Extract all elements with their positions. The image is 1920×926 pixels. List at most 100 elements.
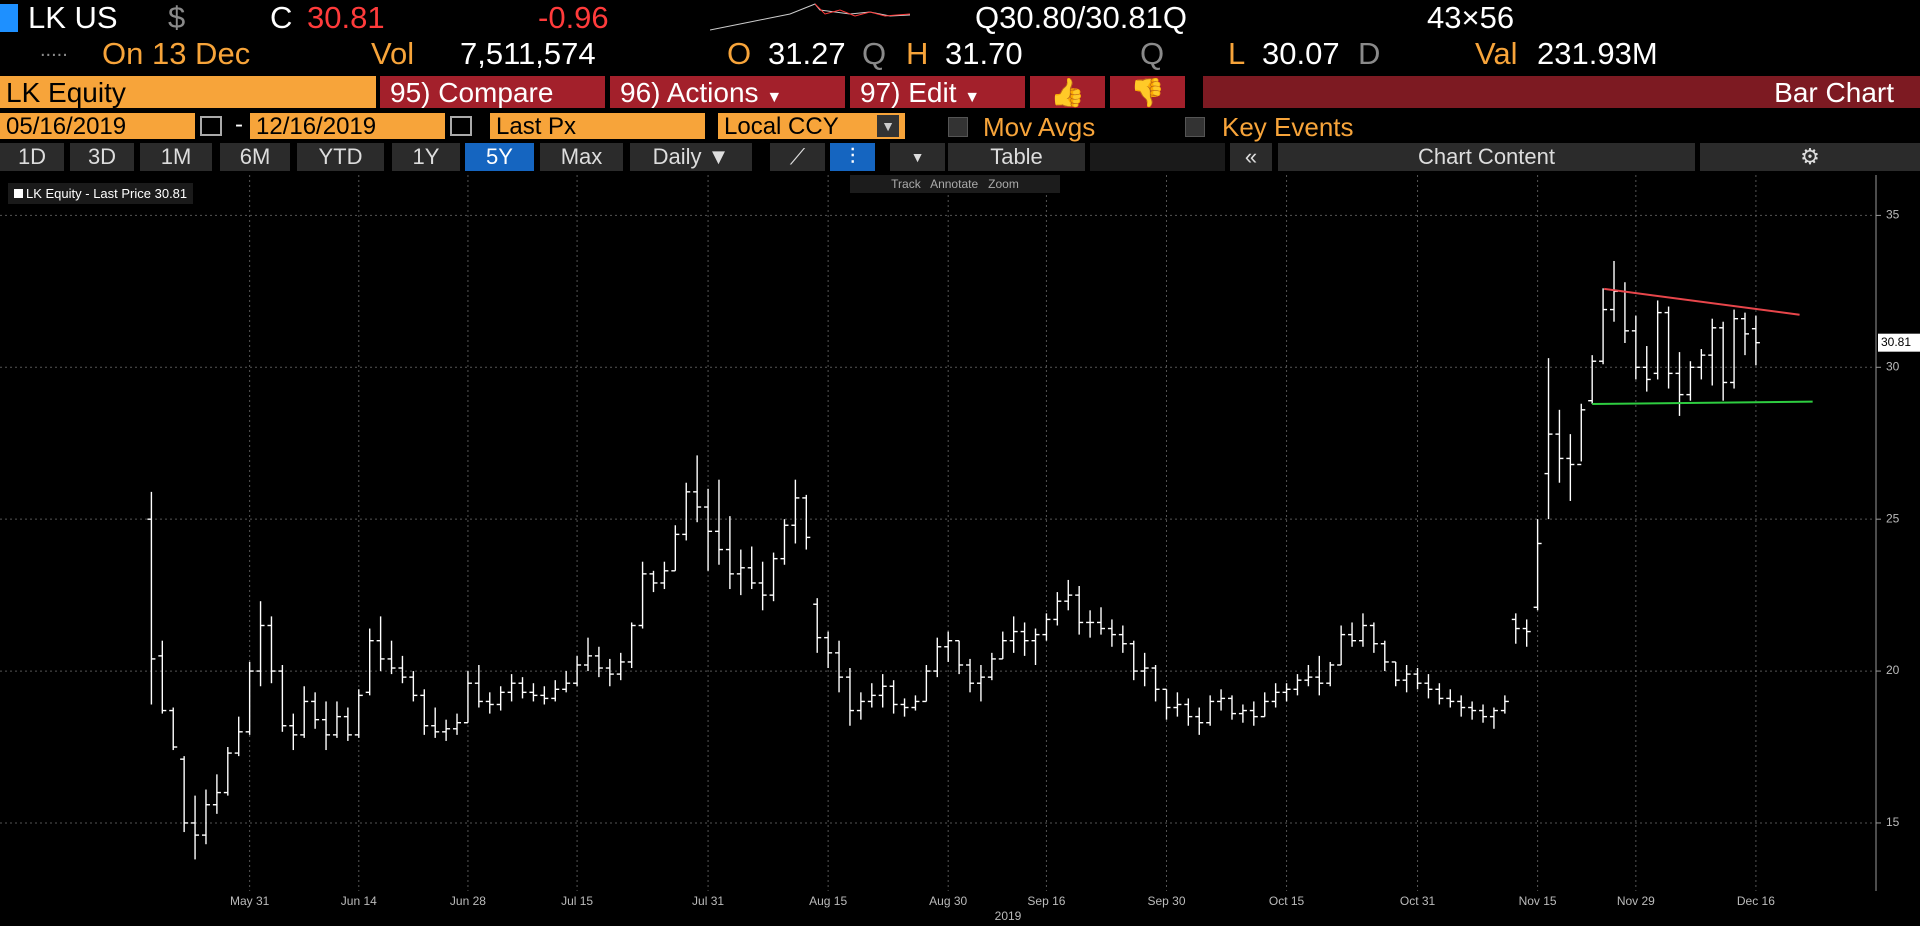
edit-button[interactable]: 97) Edit ▼ [850, 76, 1025, 108]
frequency-select[interactable]: Daily ▼ [630, 143, 752, 171]
x-tick-label: Jul 31 [692, 894, 724, 908]
bar-icon[interactable]: ⫶ [830, 143, 875, 171]
change: -0.96 [538, 0, 609, 35]
dropdown-arrow: ▼ [766, 89, 783, 106]
key-events-checkbox[interactable] [1185, 117, 1205, 137]
zoom-tool[interactable]: Zoom [988, 177, 1019, 191]
mov-avgs: Mov Avgs [983, 112, 1096, 142]
date: On 13 Dec [102, 36, 251, 71]
value: 231.93M [1537, 36, 1658, 71]
x-tick-label: Nov 15 [1519, 894, 1557, 908]
x-tick-label: Jun 14 [341, 894, 377, 908]
calendar-icon[interactable] [450, 116, 472, 136]
line-icon[interactable]: ⟋ [770, 143, 825, 171]
actions-button[interactable]: 96) Actions ▼ [610, 76, 845, 108]
date-separator: - [235, 111, 243, 138]
y-tick-label: 25 [1886, 511, 1900, 525]
last-price-tag [1878, 333, 1920, 352]
chart-content-button[interactable]: Chart Content [1278, 143, 1695, 171]
x-tick-label: May 31 [230, 894, 270, 908]
value-label: Val [1475, 36, 1518, 71]
trendline [1604, 287, 1800, 316]
x-tick-label: Sep 16 [1027, 894, 1065, 908]
range-button[interactable]: 6M [220, 143, 290, 171]
compare-button[interactable]: 95) Compare [380, 76, 605, 108]
high-label: H [906, 36, 929, 71]
settings-button[interactable]: ⚙ [1700, 143, 1920, 171]
dropdown-arrow: ▼ [964, 89, 981, 106]
x-tick-label: Nov 29 [1617, 894, 1655, 908]
field[interactable]: Last Px [490, 113, 705, 139]
edit-label: 97) Edit [860, 77, 957, 108]
currency: $ [168, 0, 186, 35]
low-source: D [1358, 36, 1381, 71]
range-button[interactable]: YTD [297, 143, 384, 171]
open-label: O [727, 36, 752, 71]
range-button[interactable]: 1M [140, 143, 212, 171]
security[interactable]: LK Equity [0, 76, 376, 108]
x-tick-label: Sep 30 [1147, 894, 1185, 908]
close-label: C [270, 0, 293, 35]
sparkline-history [710, 3, 910, 31]
volume: 7,511,574 [460, 36, 596, 71]
currency-value: Local CCY [724, 113, 839, 140]
low: 30.07 [1262, 36, 1340, 71]
y-tick-label: 20 [1886, 663, 1900, 677]
quote: Q30.80/30.81Q [975, 0, 1187, 35]
x-tick-label: Jun 28 [450, 894, 486, 908]
function-name: Bar Chart [1774, 77, 1894, 108]
open: 31.27 [768, 36, 846, 71]
x-tick-label: Dec 16 [1737, 894, 1775, 908]
x-tick-label: Oct 31 [1400, 894, 1436, 908]
status-block [0, 4, 18, 32]
annotate-tool[interactable]: Annotate [930, 177, 979, 191]
x-axis-label: 2019 [995, 909, 1022, 923]
dropdown-arrow: ▼ [877, 115, 899, 137]
close: 30.81 [307, 0, 385, 35]
x-tick-label: Jul 15 [561, 894, 593, 908]
collapse-button[interactable]: « [1230, 143, 1272, 171]
end-date[interactable]: 12/16/2019 [250, 113, 445, 139]
open-source: Q [862, 36, 887, 71]
y-tick-label: 35 [1886, 208, 1900, 222]
range-button[interactable]: 1Y [392, 143, 460, 171]
x-tick-label: Oct 15 [1269, 894, 1305, 908]
high: 31.70 [945, 36, 1023, 71]
currency-select[interactable]: Local CCY ▼ [718, 113, 905, 139]
thumbs-down[interactable]: 👎 [1110, 76, 1185, 108]
size: 43×56 [1427, 0, 1515, 35]
range-button[interactable]: 1D [0, 143, 64, 171]
style-dropdown[interactable]: ▼ [890, 143, 945, 171]
high-source: Q [1140, 36, 1165, 71]
range-button[interactable]: 3D [70, 143, 134, 171]
table-button[interactable]: Table [948, 143, 1085, 171]
dots: ..... [40, 39, 68, 61]
last-price-label: 30.81 [1881, 335, 1911, 349]
mov-avgs-checkbox[interactable] [948, 117, 968, 137]
trendline [1592, 400, 1813, 406]
function-bar: Bar Chart [1203, 76, 1920, 108]
y-tick-label: 30 [1886, 359, 1900, 373]
volume-label: Vol [371, 36, 415, 71]
calendar-icon[interactable] [200, 116, 222, 136]
x-tick-label: Aug 30 [929, 894, 967, 908]
frequency: Daily [652, 144, 702, 169]
range-button-active[interactable]: 5Y [465, 143, 534, 171]
low-label: L [1228, 36, 1246, 71]
start-date[interactable]: 05/16/2019 [0, 113, 195, 139]
legend-swatch [14, 189, 23, 198]
blank-field [1090, 143, 1225, 171]
sparkline [710, 3, 910, 31]
chart-tools: Track Annotate Zoom [850, 175, 1060, 193]
ticker: LK US [28, 0, 118, 35]
actions-label: 96) Actions [620, 77, 759, 108]
track-tool[interactable]: Track [891, 177, 921, 191]
key-events: Key Events [1222, 112, 1354, 142]
thumbs-up[interactable]: 👍 [1030, 76, 1105, 108]
sparkline-today [814, 3, 910, 17]
legend: LK Equity - Last Price 30.81 [8, 183, 194, 204]
y-tick-label: 15 [1886, 815, 1900, 829]
range-button[interactable]: Max [540, 143, 623, 171]
